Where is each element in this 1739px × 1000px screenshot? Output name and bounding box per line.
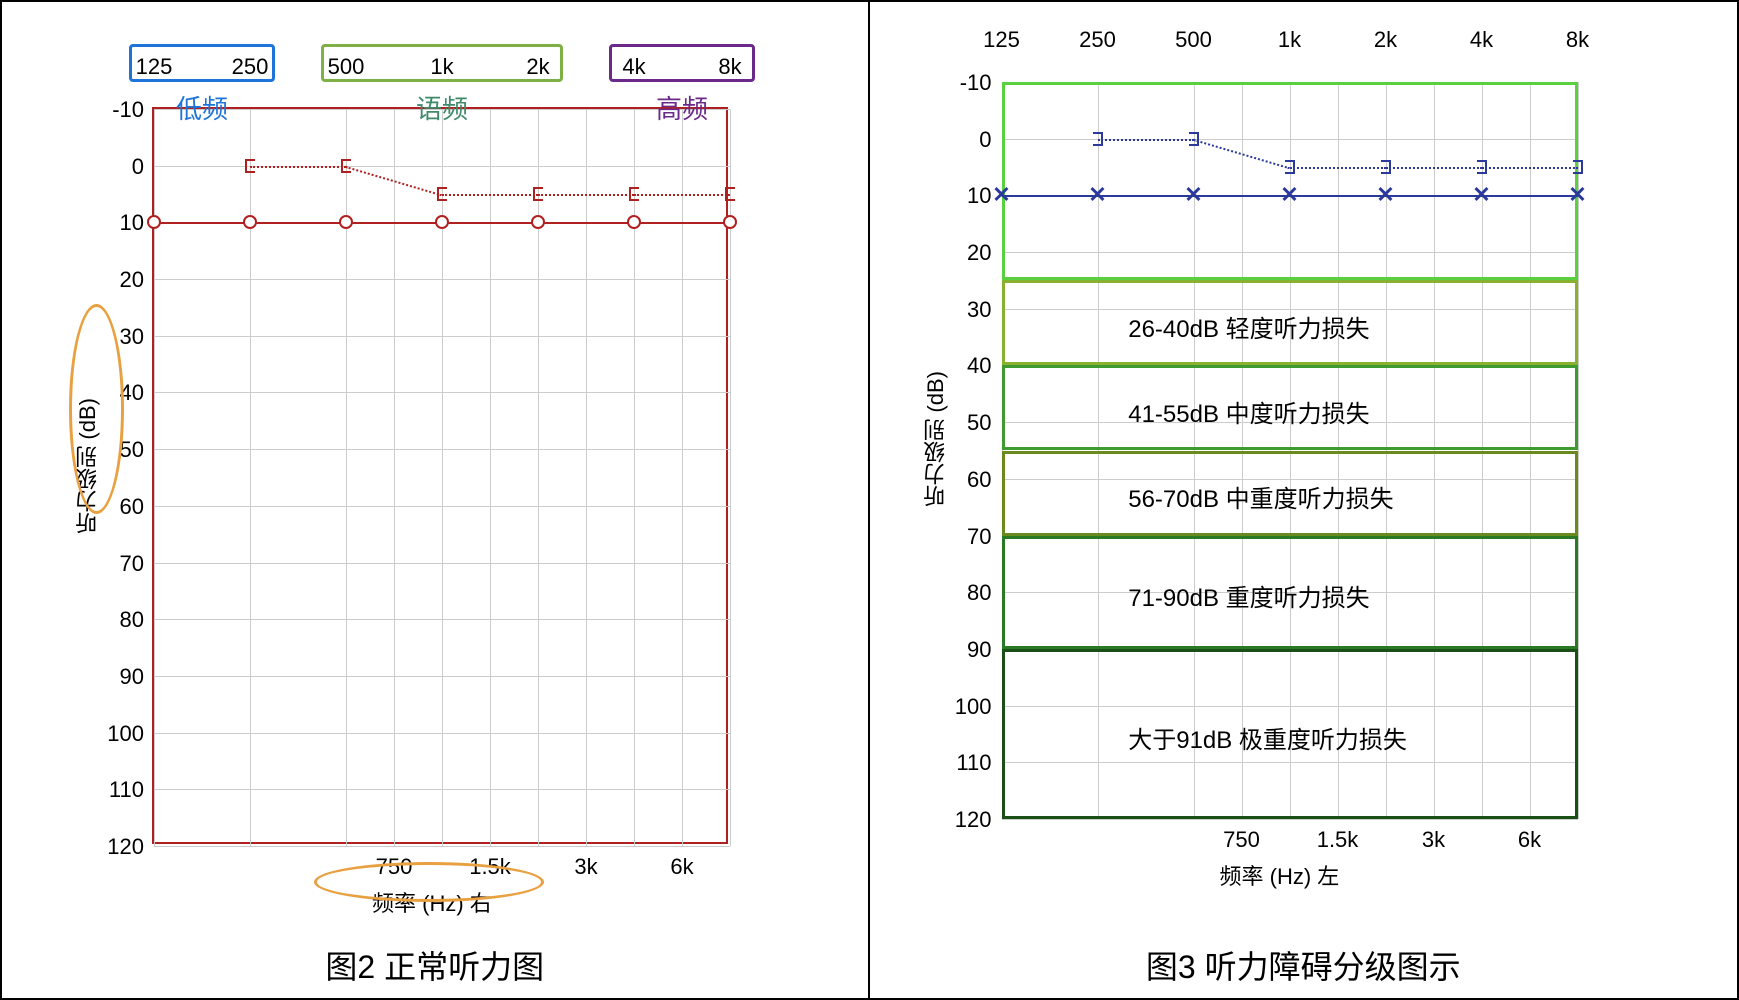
annotation-ellipse bbox=[69, 304, 124, 514]
y-tick-label: 80 bbox=[952, 580, 992, 606]
data-marker bbox=[723, 215, 737, 229]
y-tick-label: 80 bbox=[104, 607, 144, 633]
data-marker bbox=[1189, 132, 1199, 146]
y-tick-label: 70 bbox=[104, 551, 144, 577]
grid-v-minor bbox=[490, 109, 491, 846]
x-tick-top-label: 125 bbox=[972, 27, 1032, 53]
x-tick-bottom-label: 6k bbox=[652, 854, 712, 880]
y-tick-label: 120 bbox=[104, 834, 144, 860]
y-tick-label: -10 bbox=[952, 70, 992, 96]
y-tick-label: 40 bbox=[952, 353, 992, 379]
y-tick-label: 90 bbox=[952, 637, 992, 663]
freq-category-label: 高频 bbox=[656, 89, 708, 126]
y-tick-label: 20 bbox=[952, 240, 992, 266]
data-marker: ✕ bbox=[1184, 184, 1202, 206]
freq-category-box bbox=[129, 44, 275, 82]
data-marker bbox=[1381, 160, 1391, 174]
freq-category-box bbox=[609, 44, 755, 82]
y-tick-label: 70 bbox=[952, 524, 992, 550]
left-caption: 图2 正常听力图 bbox=[2, 942, 868, 988]
data-marker bbox=[533, 187, 543, 201]
data-marker: ✕ bbox=[1088, 184, 1106, 206]
freq-category-label: 低频 bbox=[176, 89, 228, 126]
data-marker bbox=[725, 187, 735, 201]
annotation-ellipse bbox=[314, 862, 544, 902]
data-marker bbox=[245, 159, 255, 173]
data-marker: ✕ bbox=[1280, 184, 1298, 206]
right-audiogram-chart: -100102030405060708090100110120125250500… bbox=[1002, 82, 1578, 819]
data-marker bbox=[629, 187, 639, 201]
data-marker bbox=[437, 187, 447, 201]
x-tick-bottom-label: 3k bbox=[1404, 827, 1464, 853]
x-tick-top-label: 4k bbox=[1452, 27, 1512, 53]
x-tick-top-label: 2k bbox=[1356, 27, 1416, 53]
y-tick-label: 120 bbox=[952, 807, 992, 833]
y-tick-label: 60 bbox=[952, 467, 992, 493]
data-marker bbox=[531, 215, 545, 229]
y-tick-label: 10 bbox=[104, 210, 144, 236]
zone-label: 71-90dB 重度听力损失 bbox=[1128, 578, 1369, 613]
data-marker: ✕ bbox=[1376, 184, 1394, 206]
x-tick-bottom-label: 6k bbox=[1500, 827, 1560, 853]
data-marker bbox=[1573, 160, 1583, 174]
x-tick-bottom-label: 3k bbox=[556, 854, 616, 880]
y-tick-label: 50 bbox=[952, 410, 992, 436]
data-marker bbox=[339, 215, 353, 229]
data-marker bbox=[341, 159, 351, 173]
zone-label: 26-40dB 轻度听力损失 bbox=[1128, 309, 1369, 344]
zone-label: 大于91dB 极重度听力损失 bbox=[1128, 720, 1407, 755]
data-marker bbox=[243, 215, 257, 229]
grid-h bbox=[1002, 819, 1578, 820]
zone-label: 56-70dB 中重度听力损失 bbox=[1128, 479, 1393, 514]
x-tick-top-label: 1k bbox=[1260, 27, 1320, 53]
y-tick-label: 100 bbox=[952, 694, 992, 720]
left-panel: -100102030405060708090100110120125250500… bbox=[2, 2, 870, 998]
data-marker: ✕ bbox=[1472, 184, 1490, 206]
y-tick-label: 30 bbox=[952, 297, 992, 323]
left-audiogram-chart: -100102030405060708090100110120125250500… bbox=[152, 107, 728, 844]
hearing-loss-zone bbox=[1002, 82, 1578, 280]
y-tick-label: -10 bbox=[104, 97, 144, 123]
grid-h bbox=[154, 846, 730, 847]
data-marker: ✕ bbox=[1568, 184, 1586, 206]
x-tick-top-label: 8k bbox=[1548, 27, 1608, 53]
x-tick-top-label: 500 bbox=[1164, 27, 1224, 53]
y-axis-title: 听力级别 (dB) bbox=[920, 371, 952, 507]
right-panel: -10 0 10 20 30 40 50 60 70 80 90 100 110 120 125 250 500… bbox=[870, 2, 1738, 998]
y-tick-label: 100 bbox=[104, 721, 144, 747]
x-tick-bottom-label: 1.5k bbox=[1308, 827, 1368, 853]
x-axis-title: 频率 (Hz) 左 bbox=[1220, 859, 1340, 891]
x-tick-bottom-label: 750 bbox=[1212, 827, 1272, 853]
x-tick-top-label: 250 bbox=[1068, 27, 1128, 53]
y-tick-label: 20 bbox=[104, 267, 144, 293]
y-tick-label: 0 bbox=[952, 127, 992, 153]
freq-category-box bbox=[321, 44, 563, 82]
grid-v-minor bbox=[586, 109, 587, 846]
y-tick-label: 90 bbox=[104, 664, 144, 690]
data-marker bbox=[1285, 160, 1295, 174]
data-marker: ✕ bbox=[992, 184, 1010, 206]
freq-category-label: 语频 bbox=[416, 89, 468, 126]
y-tick-label: 0 bbox=[104, 154, 144, 180]
zone-label: 41-55dB 中度听力损失 bbox=[1128, 394, 1369, 429]
figure-container: -100102030405060708090100110120125250500… bbox=[0, 0, 1739, 1000]
right-caption: 图3 听力障碍分级图示 bbox=[870, 942, 1738, 988]
data-marker bbox=[1477, 160, 1487, 174]
data-marker bbox=[1093, 132, 1103, 146]
y-tick-label: 110 bbox=[104, 777, 144, 803]
y-tick-label: 110 bbox=[952, 750, 992, 776]
data-marker bbox=[627, 215, 641, 229]
grid-v-minor bbox=[394, 109, 395, 846]
data-marker bbox=[435, 215, 449, 229]
data-marker bbox=[147, 215, 161, 229]
grid-v-minor bbox=[682, 109, 683, 846]
y-tick-label: 10 bbox=[952, 183, 992, 209]
